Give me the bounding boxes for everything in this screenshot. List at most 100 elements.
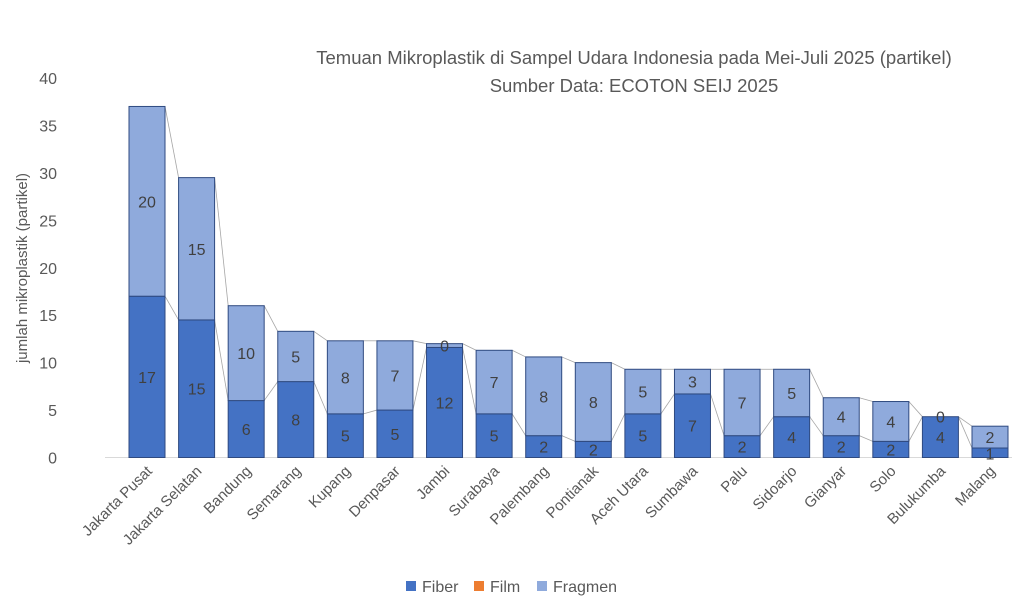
legend-swatch-fragmen <box>537 581 547 591</box>
bar-fragmen <box>673 368 711 395</box>
bar-fiber <box>624 413 662 459</box>
series-line-fiber <box>313 381 328 415</box>
series-line-fragmen <box>958 416 973 427</box>
data-label-fragmen: 0 <box>936 410 945 427</box>
data-label-fragmen: 4 <box>886 414 895 431</box>
bar-fiber <box>773 416 811 458</box>
bar-fragmen <box>822 397 860 437</box>
y-tick-label: 10 <box>39 356 57 373</box>
y-tick-label: 5 <box>48 403 57 420</box>
bar-fragmen <box>624 368 662 415</box>
bar-fragmen <box>376 340 414 411</box>
y-tick-label: 25 <box>39 213 57 230</box>
data-label-fragmen: 20 <box>138 194 156 211</box>
chart-title: Temuan Mikroplastik di Sampel Udara Indo… <box>316 47 951 68</box>
bar-fragmen <box>475 349 513 415</box>
bar-fiber <box>326 413 364 459</box>
bar-fragmen <box>773 368 811 418</box>
x-tick-label: Gianyar <box>801 463 850 512</box>
bar-fragmen <box>971 425 1009 449</box>
bar-fiber <box>673 393 711 458</box>
series-line-fiber <box>809 416 824 436</box>
bar-fragmen <box>574 362 612 442</box>
bar-fragmen <box>326 340 364 415</box>
data-label-fiber: 1 <box>986 447 995 464</box>
series-lines <box>164 106 973 449</box>
legend-label-fragmen: Fragmen <box>553 579 617 596</box>
y-axis-ticks: 0 5 10 15 20 25 30 35 40 <box>39 71 57 468</box>
data-label-fiber: 15 <box>188 382 206 399</box>
data-label-fragmen: 3 <box>688 375 697 392</box>
x-tick-label: Kupang <box>306 463 355 512</box>
bar-fragmen <box>426 343 464 348</box>
x-tick-label: Jambi <box>413 463 453 503</box>
x-tick-label: Palu <box>718 463 751 496</box>
bars <box>128 105 1009 459</box>
y-tick-label: 20 <box>39 261 57 278</box>
data-label-fiber: 4 <box>787 430 796 447</box>
data-label-fiber: 2 <box>886 442 895 459</box>
series-line-fragmen <box>511 349 526 358</box>
y-tick-label: 0 <box>48 451 57 468</box>
series-line-fragmen <box>164 106 179 178</box>
series-line-fragmen <box>263 305 279 332</box>
data-label-fiber: 2 <box>539 440 548 457</box>
y-tick-label: 40 <box>39 71 57 88</box>
data-label-fragmen: 8 <box>341 370 350 387</box>
series-line-fiber <box>859 435 873 442</box>
data-label-fiber: 5 <box>638 429 647 446</box>
series-line-fiber <box>214 319 229 401</box>
data-label-fragmen: 8 <box>539 389 548 406</box>
data-label-fiber: 7 <box>688 419 697 436</box>
x-tick-label: Sidoarjo <box>750 463 801 514</box>
data-label-fiber: 2 <box>738 440 747 457</box>
x-tick-label: Sumbawa <box>642 462 702 522</box>
series-line-fragmen <box>462 343 477 351</box>
bar-fragmen <box>872 401 910 442</box>
bar-fragmen <box>525 356 563 437</box>
bar-fragmen <box>128 105 166 297</box>
data-label-fragmen: 7 <box>490 375 499 392</box>
data-label-fragmen: 2 <box>986 430 995 447</box>
data-label-fiber: 5 <box>490 429 499 446</box>
series-line-fragmen <box>611 362 626 370</box>
data-labels: 1720151561085585712057282855732745242440… <box>138 194 994 463</box>
data-label-fragmen: 5 <box>787 386 796 403</box>
bar-fiber <box>376 409 414 458</box>
data-label-fragmen: 5 <box>638 385 647 402</box>
series-line-fragmen <box>412 340 427 345</box>
x-tick-label: Denpasar <box>346 463 404 521</box>
y-tick-label: 35 <box>39 118 57 135</box>
x-tick-label: Solo <box>866 463 899 496</box>
chart-subtitle: Sumber Data: ECOTON SEIJ 2025 <box>490 75 779 96</box>
data-label-fragmen: 15 <box>188 242 206 259</box>
series-line-fiber <box>759 416 774 436</box>
series-line-fragmen <box>809 369 824 398</box>
legend: Fiber Film Fragmen <box>406 579 617 596</box>
bar-fragmen <box>277 330 315 383</box>
series-line-fiber <box>908 416 923 442</box>
data-label-fiber: 5 <box>390 427 399 444</box>
legend-swatch-fiber <box>406 581 416 591</box>
series-line-fiber <box>660 393 675 415</box>
series-line-fiber <box>511 413 527 436</box>
legend-label-film: Film <box>490 579 520 596</box>
y-axis-label: jumlah mikroplastik (partikel) <box>14 173 31 364</box>
bar-fragmen <box>723 368 761 437</box>
data-label-fiber: 6 <box>242 422 251 439</box>
series-line-fragmen <box>561 356 576 363</box>
data-label-fragmen: 7 <box>390 368 399 385</box>
data-label-fiber: 17 <box>138 370 156 387</box>
y-tick-label: 15 <box>39 308 57 325</box>
series-line-fiber <box>263 381 279 401</box>
series-line-fiber <box>164 296 179 321</box>
series-line-fragmen <box>313 330 328 342</box>
data-label-fragmen: 4 <box>837 410 846 427</box>
data-label-fragmen: 8 <box>589 395 598 412</box>
data-label-fiber: 8 <box>291 413 300 430</box>
series-line-fiber <box>561 435 576 442</box>
data-label-fragmen: 0 <box>440 339 449 356</box>
series-line-fragmen <box>908 401 923 417</box>
